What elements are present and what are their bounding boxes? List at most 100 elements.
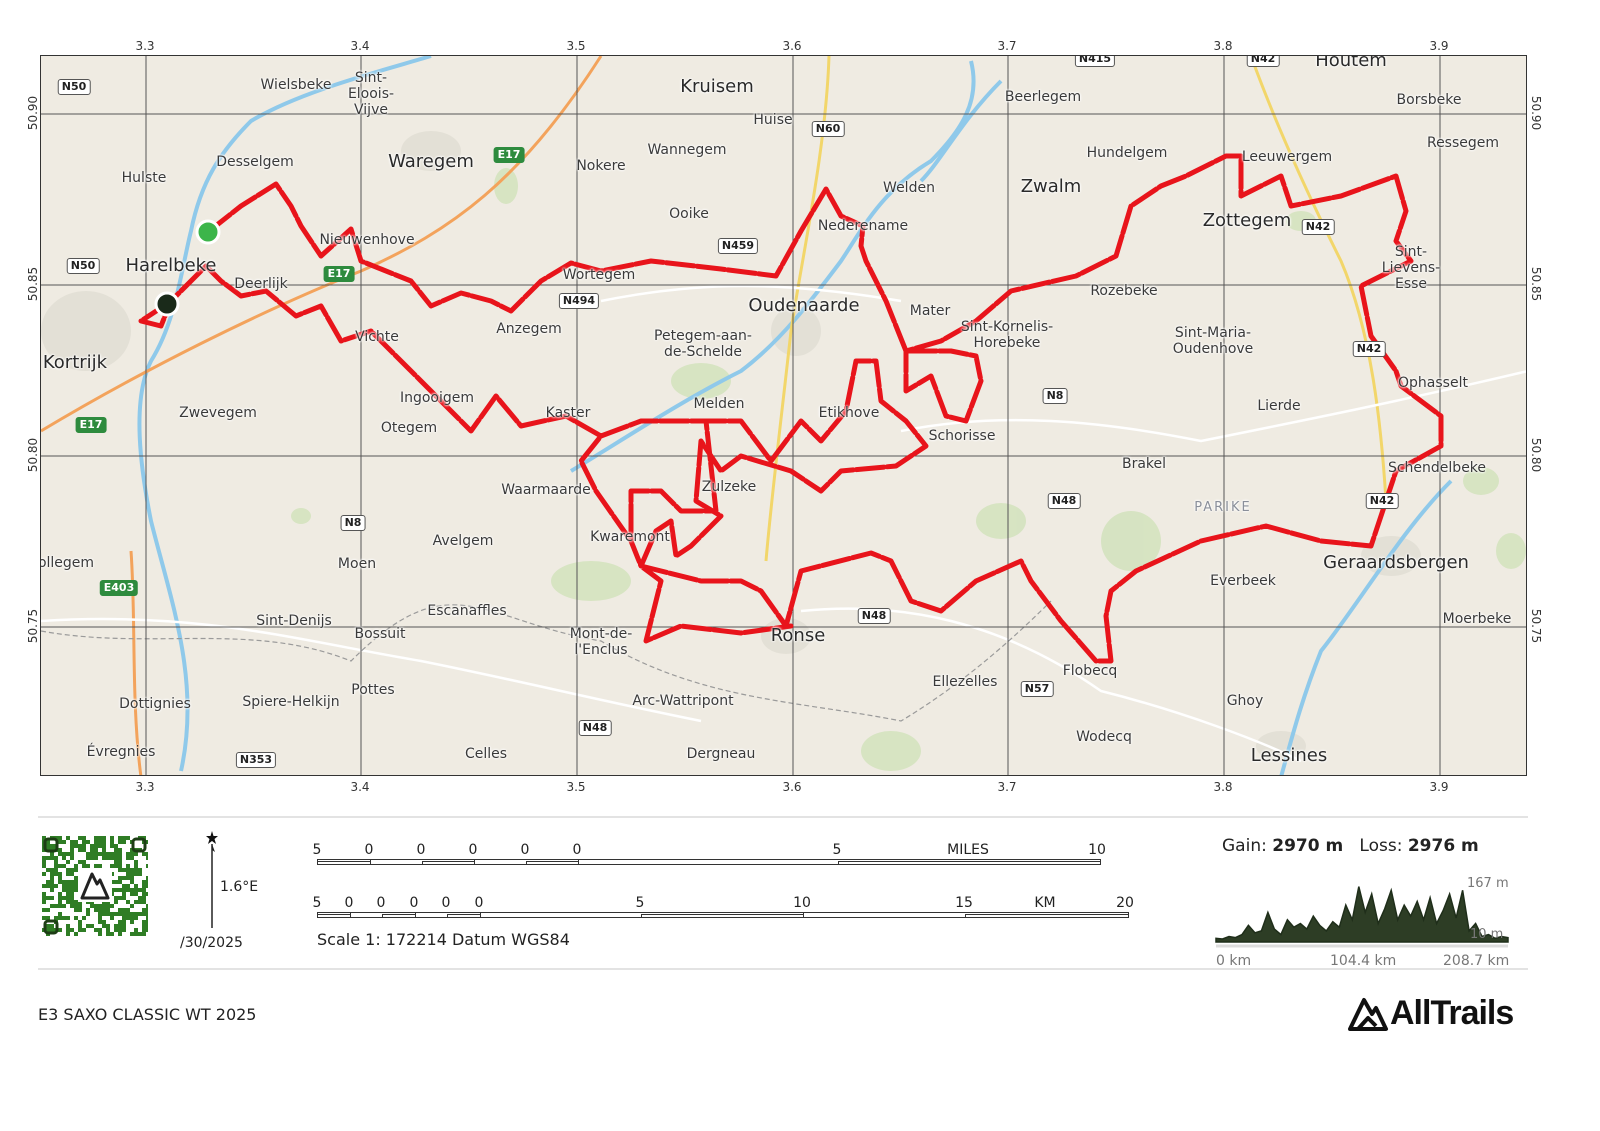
scale-label: 0 — [474, 895, 484, 911]
place-label: Geraardsbergen — [1323, 552, 1469, 573]
elevation-min-label: 10 m — [1470, 927, 1504, 942]
coordinate-grid — [41, 56, 1526, 775]
place-label: Waarmaarde — [501, 482, 591, 498]
place-label: Waregem — [388, 151, 474, 172]
place-label: Spiere-Helkijn — [242, 694, 340, 710]
place-label: Etikhove — [818, 405, 880, 421]
scale-text: Scale 1: 172214 Datum WGS84 — [317, 930, 570, 949]
place-label: Everbeek — [1210, 573, 1276, 589]
place-label: Kortrijk — [42, 352, 108, 373]
scale-label: 0 — [416, 842, 426, 858]
road-shield: N57 — [1020, 681, 1054, 697]
map-layer — [41, 56, 1526, 775]
place-label: Hulste — [121, 170, 167, 186]
place-label: Beerlegem — [1004, 89, 1082, 105]
road-shield: N48 — [857, 608, 891, 624]
map-view[interactable]: Wielsbeke Sint- Eloois- Vijve Kruisem Huise… — [40, 55, 1527, 776]
place-label: Harelbeke — [125, 255, 217, 276]
place-label: Melden — [693, 396, 745, 412]
road-shield: N8 — [1042, 388, 1068, 404]
place-label: Ophasselt — [1398, 375, 1468, 391]
rivers — [137, 56, 1453, 775]
brand-name: AllTrails — [1390, 994, 1514, 1032]
place-label: Rozebeke — [1090, 283, 1158, 299]
elevation-summary: Gain: 2970 m Loss: 2976 m — [1222, 836, 1479, 856]
coordinate-tick-label: 3.5 — [566, 39, 586, 53]
divider — [38, 968, 1528, 970]
alltrails-logo-icon — [1348, 997, 1388, 1031]
scale-label: 10 — [793, 895, 811, 911]
place-label: Ellezelles — [932, 674, 998, 690]
scale-bar — [317, 859, 1101, 865]
place-label: Wielsbeke — [260, 77, 332, 93]
road-shield: E17 — [493, 147, 525, 163]
place-label: Vichte — [355, 329, 399, 345]
place-label: Moen — [337, 556, 377, 572]
coordinate-tick-label: 3.8 — [1213, 39, 1233, 53]
gain-label: Gain: — [1222, 836, 1267, 856]
declination-label: 1.6°E — [220, 879, 259, 895]
place-label: Kruisem — [680, 76, 754, 97]
end-marker[interactable] — [154, 291, 180, 317]
place-label: Hundelgem — [1086, 145, 1168, 161]
place-label: Zulzeke — [701, 479, 757, 495]
place-label: Zottegem — [1202, 210, 1292, 231]
scale-label: 0 — [441, 895, 451, 911]
qr-code[interactable] — [42, 836, 148, 936]
divider — [38, 816, 1528, 818]
route-title: E3 SAXO CLASSIC WT 2025 — [38, 1005, 257, 1024]
place-label: Houtem — [1315, 55, 1387, 71]
place-label: Oudenaarde — [748, 295, 860, 316]
scale-label: MILES — [947, 842, 989, 858]
elevation-chart — [1215, 886, 1509, 948]
place-label: Sint-Kornelis- Horebeke — [960, 319, 1054, 351]
scale-label: 0 — [376, 895, 386, 911]
scale-label: 20 — [1116, 895, 1134, 911]
coordinate-tick-label: 3.3 — [135, 780, 155, 794]
urban-areas — [41, 131, 1421, 761]
coordinate-tick-label: 3.8 — [1213, 780, 1233, 794]
distance-mid: 104.4 km — [1330, 953, 1397, 969]
place-label: Lessines — [1250, 745, 1328, 766]
place-label: PARIKE — [1194, 500, 1252, 515]
start-marker[interactable] — [195, 219, 221, 245]
place-label: Celles — [464, 746, 508, 762]
distance-end: 208.7 km — [1443, 953, 1510, 969]
distance-start: 0 km — [1216, 953, 1252, 969]
road-shield: N353 — [235, 752, 277, 768]
place-label: Dergneau — [686, 746, 756, 762]
place-label: Schorisse — [928, 428, 996, 444]
coordinate-tick-label: 50.75 — [26, 608, 40, 644]
scale-label: 0 — [572, 842, 582, 858]
place-label: Évregnies — [86, 744, 156, 760]
coordinate-tick-label: 50.90 — [1529, 95, 1543, 131]
loss-value: 2976 m — [1407, 836, 1479, 856]
coordinate-tick-label: 3.6 — [782, 39, 802, 53]
place-label: Moerbeke — [1442, 611, 1512, 627]
road-shield: E17 — [75, 417, 107, 433]
elevation-profile-line — [1215, 886, 1509, 943]
road-shield: E17 — [323, 266, 355, 282]
place-label: Ooike — [669, 206, 709, 222]
coordinate-tick-label: 50.90 — [26, 95, 40, 131]
road-shield: N48 — [578, 720, 612, 736]
coordinate-tick-label: 50.85 — [1529, 266, 1543, 302]
place-label: Zwalm — [1020, 176, 1082, 197]
scale-label: 0 — [468, 842, 478, 858]
place-label: Deerlijk — [234, 276, 288, 292]
road-shield: N8 — [340, 515, 366, 531]
scale-label: 0 — [364, 842, 374, 858]
forest-areas — [291, 168, 1526, 771]
scale-label: 5 — [312, 842, 322, 858]
coordinate-tick-label: 50.75 — [1529, 608, 1543, 644]
coordinate-tick-label: 3.3 — [135, 39, 155, 53]
road-shield: N459 — [717, 238, 759, 254]
place-label: Ressegem — [1426, 135, 1500, 151]
place-label: Wortegem — [562, 267, 636, 283]
coordinate-tick-label: 3.5 — [566, 780, 586, 794]
place-label: Ronse — [770, 625, 826, 646]
road-shield: N48 — [1047, 493, 1081, 509]
route-line[interactable] — [138, 153, 1444, 664]
place-label: Pottes — [351, 682, 395, 698]
place-label: Otegem — [380, 420, 438, 436]
